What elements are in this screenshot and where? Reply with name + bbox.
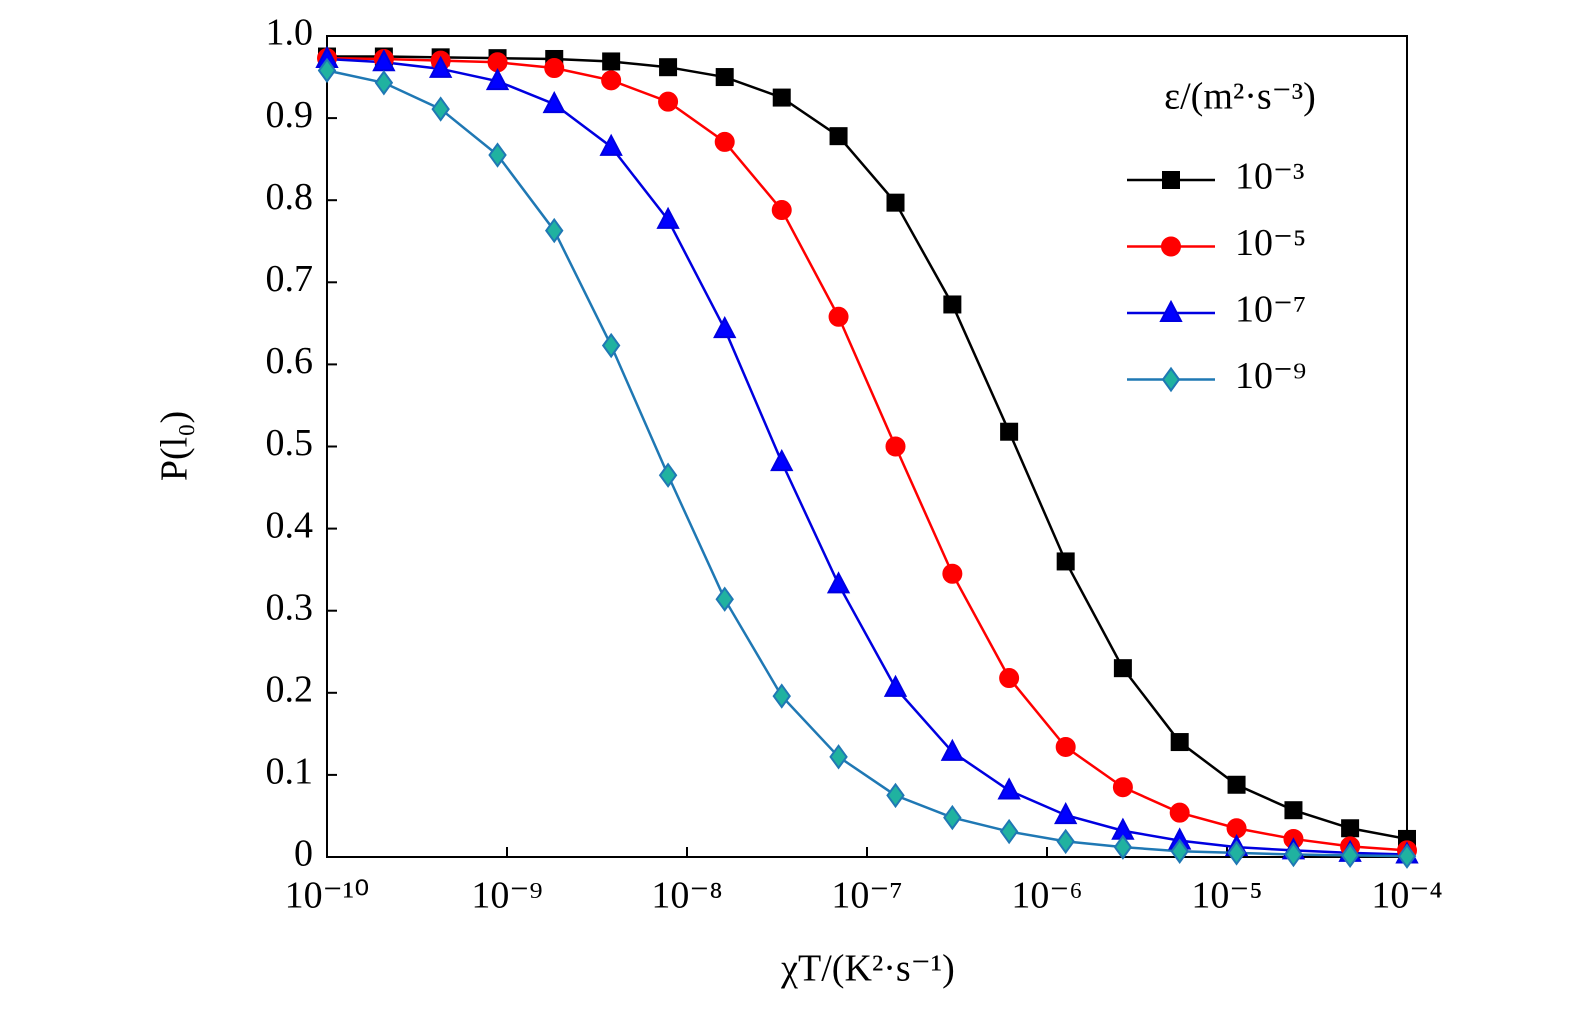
- marker: [602, 52, 621, 71]
- marker: [485, 68, 510, 91]
- x-tick-label: 10⁻⁴: [1371, 875, 1442, 917]
- y-tick-label: 0.2: [266, 669, 314, 711]
- marker: [1056, 552, 1075, 571]
- marker: [429, 55, 453, 78]
- marker: [374, 70, 394, 96]
- marker: [1170, 838, 1189, 864]
- legend-title: ε/(m²·s⁻³): [1164, 76, 1316, 118]
- marker: [1054, 801, 1078, 825]
- y-tick-label: 0.7: [266, 258, 314, 300]
- marker: [1113, 659, 1132, 678]
- marker: [1341, 819, 1360, 838]
- marker: [771, 200, 792, 221]
- legend-marker: [1161, 366, 1181, 393]
- marker: [431, 96, 450, 122]
- marker: [1056, 828, 1075, 855]
- marker: [828, 306, 849, 327]
- marker: [1169, 802, 1190, 823]
- marker: [544, 58, 565, 79]
- y-axis-label: P(l₀): [154, 411, 196, 481]
- y-tick-label: 0.5: [266, 422, 314, 464]
- legend-label: 10⁻⁵: [1235, 222, 1306, 264]
- marker: [545, 217, 564, 244]
- marker: [772, 683, 791, 709]
- legend-marker: [1161, 236, 1181, 257]
- marker: [999, 668, 1020, 689]
- plot-frame: [326, 35, 1408, 858]
- x-tick-label: 10⁻⁹: [471, 875, 542, 917]
- marker: [1227, 840, 1246, 866]
- y-tick-label: 0.6: [266, 340, 314, 382]
- marker: [317, 57, 337, 84]
- series-line: [327, 55, 1408, 841]
- y-tick-label: 0: [294, 833, 313, 875]
- marker: [829, 127, 848, 146]
- marker: [829, 744, 848, 770]
- marker: [942, 563, 963, 584]
- marker: [940, 738, 965, 761]
- marker: [715, 68, 734, 87]
- marker: [1000, 422, 1019, 441]
- marker: [658, 91, 679, 112]
- marker: [599, 133, 623, 156]
- marker: [658, 462, 678, 488]
- marker: [1112, 777, 1133, 798]
- marker: [772, 88, 791, 107]
- marker: [1397, 843, 1417, 869]
- x-tick-label: 10⁻⁵: [1191, 875, 1262, 917]
- marker: [1170, 733, 1189, 752]
- series-line: [326, 57, 1408, 856]
- marker: [943, 295, 962, 314]
- y-tick-label: 0.3: [266, 586, 314, 628]
- marker: [886, 193, 905, 212]
- marker: [488, 142, 507, 168]
- y-tick-label: 1.0: [266, 12, 314, 54]
- marker: [656, 206, 680, 229]
- marker: [826, 571, 851, 594]
- y-tick-label: 0.1: [266, 751, 314, 793]
- legend-marker: [1162, 171, 1180, 189]
- marker: [885, 436, 906, 457]
- legend-marker: [1159, 299, 1183, 322]
- marker: [601, 70, 622, 91]
- marker: [886, 782, 905, 809]
- legend-label: 10⁻⁷: [1235, 289, 1306, 331]
- marker: [715, 586, 734, 612]
- x-tick-label: 10⁻¹⁰: [285, 875, 370, 917]
- x-tick-label: 10⁻⁶: [1011, 875, 1082, 917]
- y-tick-label: 0.8: [266, 176, 314, 218]
- legend-label: 10⁻⁹: [1235, 355, 1306, 397]
- marker: [713, 315, 737, 339]
- marker: [1113, 834, 1133, 860]
- marker: [943, 804, 962, 831]
- marker: [997, 777, 1021, 800]
- marker: [883, 674, 908, 697]
- marker: [770, 448, 794, 472]
- y-tick-label: 0.9: [266, 94, 314, 136]
- marker: [1055, 736, 1076, 757]
- marker: [601, 332, 621, 359]
- marker: [1340, 842, 1360, 869]
- legend-label: 10⁻³: [1235, 156, 1304, 198]
- x-tick-label: 10⁻⁸: [651, 875, 722, 917]
- marker: [659, 58, 678, 77]
- marker: [999, 818, 1019, 845]
- marker: [714, 131, 735, 152]
- x-axis-label: χT/(K²·s⁻¹): [780, 948, 955, 990]
- y-tick-label: 0.4: [266, 504, 314, 546]
- marker: [1284, 801, 1303, 820]
- marker: [1227, 775, 1246, 794]
- marker: [1284, 841, 1303, 868]
- marker: [542, 90, 566, 114]
- x-tick-label: 10⁻⁷: [831, 875, 902, 917]
